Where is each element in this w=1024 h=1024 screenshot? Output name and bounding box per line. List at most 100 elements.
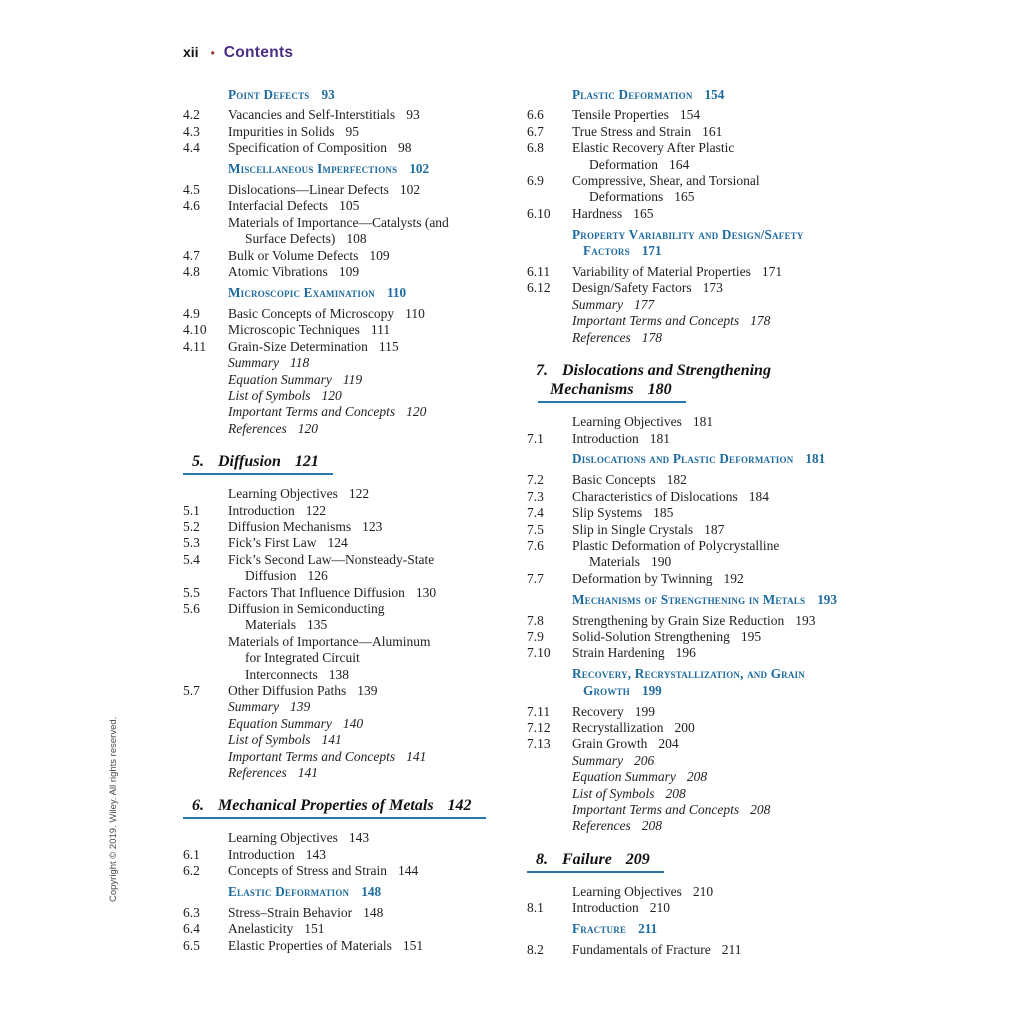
entry-title-block: Important Terms and Concepts 141	[228, 749, 493, 765]
entry-title-block: Dislocations—Linear Defects 102	[228, 182, 493, 198]
entry-line: Fick’s Second Law—Nonsteady-State	[228, 552, 493, 568]
entry-number: 4.4	[183, 140, 200, 156]
section-heading-text: Growth	[583, 682, 630, 698]
toc-entry: Learning Objectives 122	[183, 486, 493, 502]
entry-line: Compressive, Shear, and Torsional	[572, 173, 857, 189]
entry-title: Slip in Single Crystals	[572, 521, 694, 537]
entry-line: List of Symbols 141	[228, 732, 493, 748]
entry-page: 164	[668, 156, 690, 172]
toc-entry: Learning Objectives 181	[527, 414, 857, 430]
toc-entry: References 120	[183, 421, 493, 437]
entry-page: 130	[415, 584, 437, 600]
entry-page: 141	[406, 748, 427, 764]
entry-title: Hardness	[572, 205, 623, 221]
toc-entry: 6.2 Concepts of Stress and Strain 144	[183, 863, 493, 879]
entry-title-block: Equation Summary 208	[572, 769, 857, 785]
section-heading-text: Factors	[583, 243, 630, 259]
chapter-heading-line: 5. Diffusion 121	[183, 452, 333, 476]
entry-page: 148	[363, 905, 384, 921]
entry-number: 7.1	[527, 430, 544, 446]
entry-line: Variability of Material Properties 171	[572, 264, 857, 280]
entry-line: Surface Defects) 108	[228, 231, 493, 247]
section-heading-line: Growth 199	[572, 683, 857, 699]
entry-title-block: List of Symbols 208	[572, 786, 857, 802]
toc-section-heading: Fracture 211	[572, 921, 857, 937]
entry-page: 196	[675, 645, 696, 661]
entry-title: Equation Summary	[228, 715, 332, 731]
entry-line: Learning Objectives 122	[228, 486, 493, 502]
entry-line: Microscopic Techniques 111	[228, 322, 493, 338]
entry-page: 181	[649, 430, 670, 446]
entry-page: 200	[674, 720, 695, 735]
entry-title: Basic Concepts	[572, 472, 656, 488]
entry-line: Factors That Influence Diffusion 130	[228, 585, 493, 601]
entry-title: Diffusion Mechanisms	[228, 518, 352, 534]
entry-number: 6.12	[527, 280, 551, 296]
entry-title-block: Learning Objectives 122	[228, 486, 493, 502]
entry-page: 140	[342, 715, 364, 731]
entry-title-block: Factors That Influence Diffusion 130	[228, 585, 493, 601]
entry-title: Anelasticity	[228, 921, 294, 937]
toc-column-left: Point Defects 93 4.2 Vacancies and Self-Int…	[183, 82, 493, 954]
entry-page: 141	[321, 732, 342, 748]
section-heading-text: Microscopic Examination	[228, 284, 375, 300]
copyright-sidebar: Copyright © 2019. Wiley. All rights rese…	[108, 716, 119, 902]
toc-entry: 6.8 Elastic Recovery After Plastic Deforma…	[527, 140, 857, 173]
entry-title: References	[228, 420, 287, 436]
entry-line: List of Symbols 208	[572, 786, 857, 802]
entry-page: 192	[723, 570, 744, 586]
toc-section-heading: Mechanisms of Strengthening in Metals 193	[572, 592, 857, 608]
entry-title: Recrystallization	[572, 720, 664, 735]
entry-line: Fundamentals of Fracture 211	[572, 942, 857, 958]
entry-title: Learning Objectives	[228, 486, 338, 502]
entry-title-block: Strain Hardening 196	[572, 645, 857, 661]
toc-entry: 7.3 Characteristics of Dislocations 184	[527, 489, 857, 505]
toc-entry: Learning Objectives 210	[527, 884, 857, 900]
entry-title: Learning Objectives	[572, 414, 682, 430]
entry-title-block: Other Diffusion Paths 139	[228, 683, 493, 699]
entry-page: 144	[397, 863, 419, 879]
chapter-title: Failure	[562, 850, 612, 868]
entry-line: Deformation 164	[572, 157, 857, 173]
toc-entry: 6.10 Hardness 165	[527, 206, 857, 222]
entry-number: 7.11	[527, 703, 551, 719]
section-heading-line: Elastic Deformation 148	[228, 884, 493, 900]
entry-title-block: Compressive, Shear, and Torsional Deforma…	[572, 173, 857, 206]
entry-title: Fundamentals of Fracture	[572, 942, 711, 958]
entry-page: 199	[634, 703, 655, 719]
entry-line: Stress–Strain Behavior 148	[228, 905, 493, 921]
entry-title-block: Important Terms and Concepts 208	[572, 802, 857, 818]
toc-entry: 6.11 Variability of Material Properties 17…	[527, 264, 857, 280]
entry-title: Atomic Vibrations	[228, 264, 328, 280]
toc-entry: Summary 118	[183, 355, 493, 371]
entry-line: Dislocations—Linear Defects 102	[228, 182, 493, 198]
entry-title-block: References 141	[228, 765, 493, 781]
chapter-heading-line: 6. Mechanical Properties of Metals 142	[183, 796, 486, 820]
entry-number: 7.13	[527, 736, 551, 752]
section-heading-line: Dislocations and Plastic Deformation 181	[572, 451, 857, 467]
entry-title: Concepts of Stress and Strain	[228, 863, 387, 879]
entry-line: Summary 206	[572, 753, 857, 769]
entry-number: 4.8	[183, 264, 200, 280]
entry-title: Plastic Deformation of Polycrystalline	[572, 537, 780, 553]
entry-title: Learning Objectives	[572, 883, 682, 899]
toc-chapter-heading: 6. Mechanical Properties of Metals 142	[183, 796, 493, 820]
toc-entry: Summary 139	[183, 699, 493, 715]
entry-title-block: Elastic Properties of Materials 151	[228, 938, 493, 954]
entry-title-block: Hardness 165	[572, 206, 857, 222]
entry-page: 109	[338, 264, 360, 280]
chapter-heading-line: Mechanisms 180	[538, 380, 686, 404]
toc-entry: References 208	[527, 818, 857, 834]
toc-chapter-heading: 8. Failure 209	[527, 850, 857, 873]
entry-page: 181	[692, 414, 714, 430]
toc-entry: Equation Summary 140	[183, 716, 493, 732]
entry-line: Grain Growth 204	[572, 736, 857, 752]
entry-line: Fick’s First Law 124	[228, 535, 493, 551]
toc-entry: 6.1 Introduction 143	[183, 847, 493, 863]
entry-line: Elastic Recovery After Plastic	[572, 140, 857, 156]
entry-title-block: Grain Growth 204	[572, 736, 857, 752]
toc-chapter-heading: 5. Diffusion 121	[183, 452, 493, 476]
toc-entry: 6.4 Anelasticity 151	[183, 921, 493, 937]
entry-title: Factors That Influence Diffusion	[228, 584, 405, 600]
entry-page: 193	[795, 612, 816, 628]
